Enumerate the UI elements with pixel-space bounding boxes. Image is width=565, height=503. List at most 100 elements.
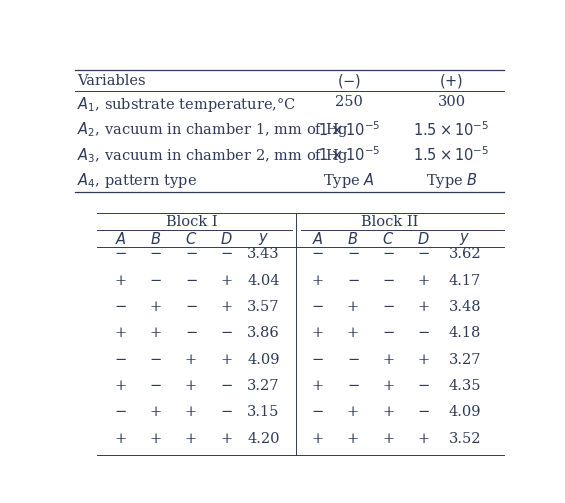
Text: +: +: [382, 432, 394, 446]
Text: +: +: [185, 405, 197, 420]
Text: −: −: [185, 326, 197, 341]
Text: +: +: [185, 353, 197, 367]
Text: $A$: $A$: [312, 231, 324, 247]
Text: −: −: [150, 353, 162, 367]
Text: $C$: $C$: [382, 231, 394, 247]
Text: +: +: [382, 353, 394, 367]
Text: 4.20: 4.20: [247, 432, 280, 446]
Text: +: +: [185, 432, 197, 446]
Text: Block I: Block I: [166, 215, 218, 229]
Text: +: +: [220, 274, 232, 288]
Text: −: −: [382, 274, 394, 288]
Text: $(+)$: $(+)$: [440, 72, 464, 90]
Text: $1 \times 10^{-5}$: $1 \times 10^{-5}$: [318, 145, 380, 164]
Text: $A$: $A$: [115, 231, 127, 247]
Text: 4.17: 4.17: [449, 274, 481, 288]
Text: −: −: [220, 326, 232, 341]
Text: −: −: [347, 274, 359, 288]
Text: +: +: [312, 379, 324, 393]
Text: −: −: [115, 405, 127, 420]
Text: $A_3$, vacuum in chamber 2, mm of Hg: $A_3$, vacuum in chamber 2, mm of Hg: [77, 145, 349, 164]
Text: +: +: [347, 432, 359, 446]
Text: Variables: Variables: [77, 74, 146, 88]
Text: 3.62: 3.62: [449, 247, 481, 262]
Text: −: −: [312, 247, 324, 262]
Text: +: +: [220, 353, 232, 367]
Text: +: +: [150, 432, 162, 446]
Text: 3.52: 3.52: [449, 432, 481, 446]
Text: −: −: [312, 353, 324, 367]
Text: −: −: [417, 405, 429, 420]
Text: +: +: [220, 300, 232, 314]
Text: −: −: [312, 405, 324, 420]
Text: −: −: [185, 274, 197, 288]
Text: −: −: [150, 274, 162, 288]
Text: −: −: [417, 379, 429, 393]
Text: $A_2$, vacuum in chamber 1, mm of Hg: $A_2$, vacuum in chamber 1, mm of Hg: [77, 120, 349, 139]
Text: 3.15: 3.15: [247, 405, 280, 420]
Text: −: −: [220, 247, 232, 262]
Text: +: +: [312, 432, 324, 446]
Text: 4.35: 4.35: [449, 379, 481, 393]
Text: 3.43: 3.43: [247, 247, 280, 262]
Text: $A_4$, pattern type: $A_4$, pattern type: [77, 171, 197, 190]
Text: +: +: [150, 300, 162, 314]
Text: −: −: [347, 353, 359, 367]
Text: +: +: [417, 300, 429, 314]
Text: $D$: $D$: [417, 231, 429, 247]
Text: +: +: [150, 326, 162, 341]
Text: Block II: Block II: [360, 215, 418, 229]
Text: −: −: [382, 326, 394, 341]
Text: −: −: [220, 379, 232, 393]
Text: +: +: [220, 432, 232, 446]
Text: +: +: [417, 432, 429, 446]
Text: 4.09: 4.09: [449, 405, 481, 420]
Text: 3.27: 3.27: [247, 379, 280, 393]
Text: 3.57: 3.57: [247, 300, 280, 314]
Text: +: +: [417, 274, 429, 288]
Text: +: +: [347, 300, 359, 314]
Text: −: −: [150, 247, 162, 262]
Text: −: −: [382, 300, 394, 314]
Text: 300: 300: [437, 95, 466, 109]
Text: +: +: [115, 326, 127, 341]
Text: +: +: [150, 405, 162, 420]
Text: +: +: [115, 379, 127, 393]
Text: −: −: [347, 247, 359, 262]
Text: 4.04: 4.04: [247, 274, 280, 288]
Text: +: +: [382, 379, 394, 393]
Text: −: −: [312, 300, 324, 314]
Text: $y$: $y$: [459, 231, 470, 247]
Text: −: −: [220, 405, 232, 420]
Text: −: −: [115, 353, 127, 367]
Text: Type $B$: Type $B$: [425, 171, 477, 190]
Text: $A_1$, substrate temperature,°C: $A_1$, substrate temperature,°C: [77, 95, 296, 114]
Text: +: +: [417, 353, 429, 367]
Text: −: −: [115, 247, 127, 262]
Text: +: +: [312, 274, 324, 288]
Text: $C$: $C$: [185, 231, 197, 247]
Text: −: −: [115, 300, 127, 314]
Text: $D$: $D$: [220, 231, 232, 247]
Text: +: +: [347, 326, 359, 341]
Text: +: +: [347, 405, 359, 420]
Text: 3.86: 3.86: [247, 326, 280, 341]
Text: −: −: [417, 247, 429, 262]
Text: 4.18: 4.18: [449, 326, 481, 341]
Text: −: −: [185, 247, 197, 262]
Text: Type $A$: Type $A$: [323, 171, 375, 190]
Text: −: −: [382, 247, 394, 262]
Text: +: +: [382, 405, 394, 420]
Text: 4.09: 4.09: [247, 353, 280, 367]
Text: −: −: [150, 379, 162, 393]
Text: +: +: [115, 274, 127, 288]
Text: −: −: [417, 326, 429, 341]
Text: $y$: $y$: [258, 231, 269, 247]
Text: $B$: $B$: [347, 231, 359, 247]
Text: $1.5 \times 10^{-5}$: $1.5 \times 10^{-5}$: [414, 120, 490, 139]
Text: +: +: [312, 326, 324, 341]
Text: −: −: [347, 379, 359, 393]
Text: 250: 250: [334, 95, 363, 109]
Text: 3.27: 3.27: [449, 353, 481, 367]
Text: −: −: [185, 300, 197, 314]
